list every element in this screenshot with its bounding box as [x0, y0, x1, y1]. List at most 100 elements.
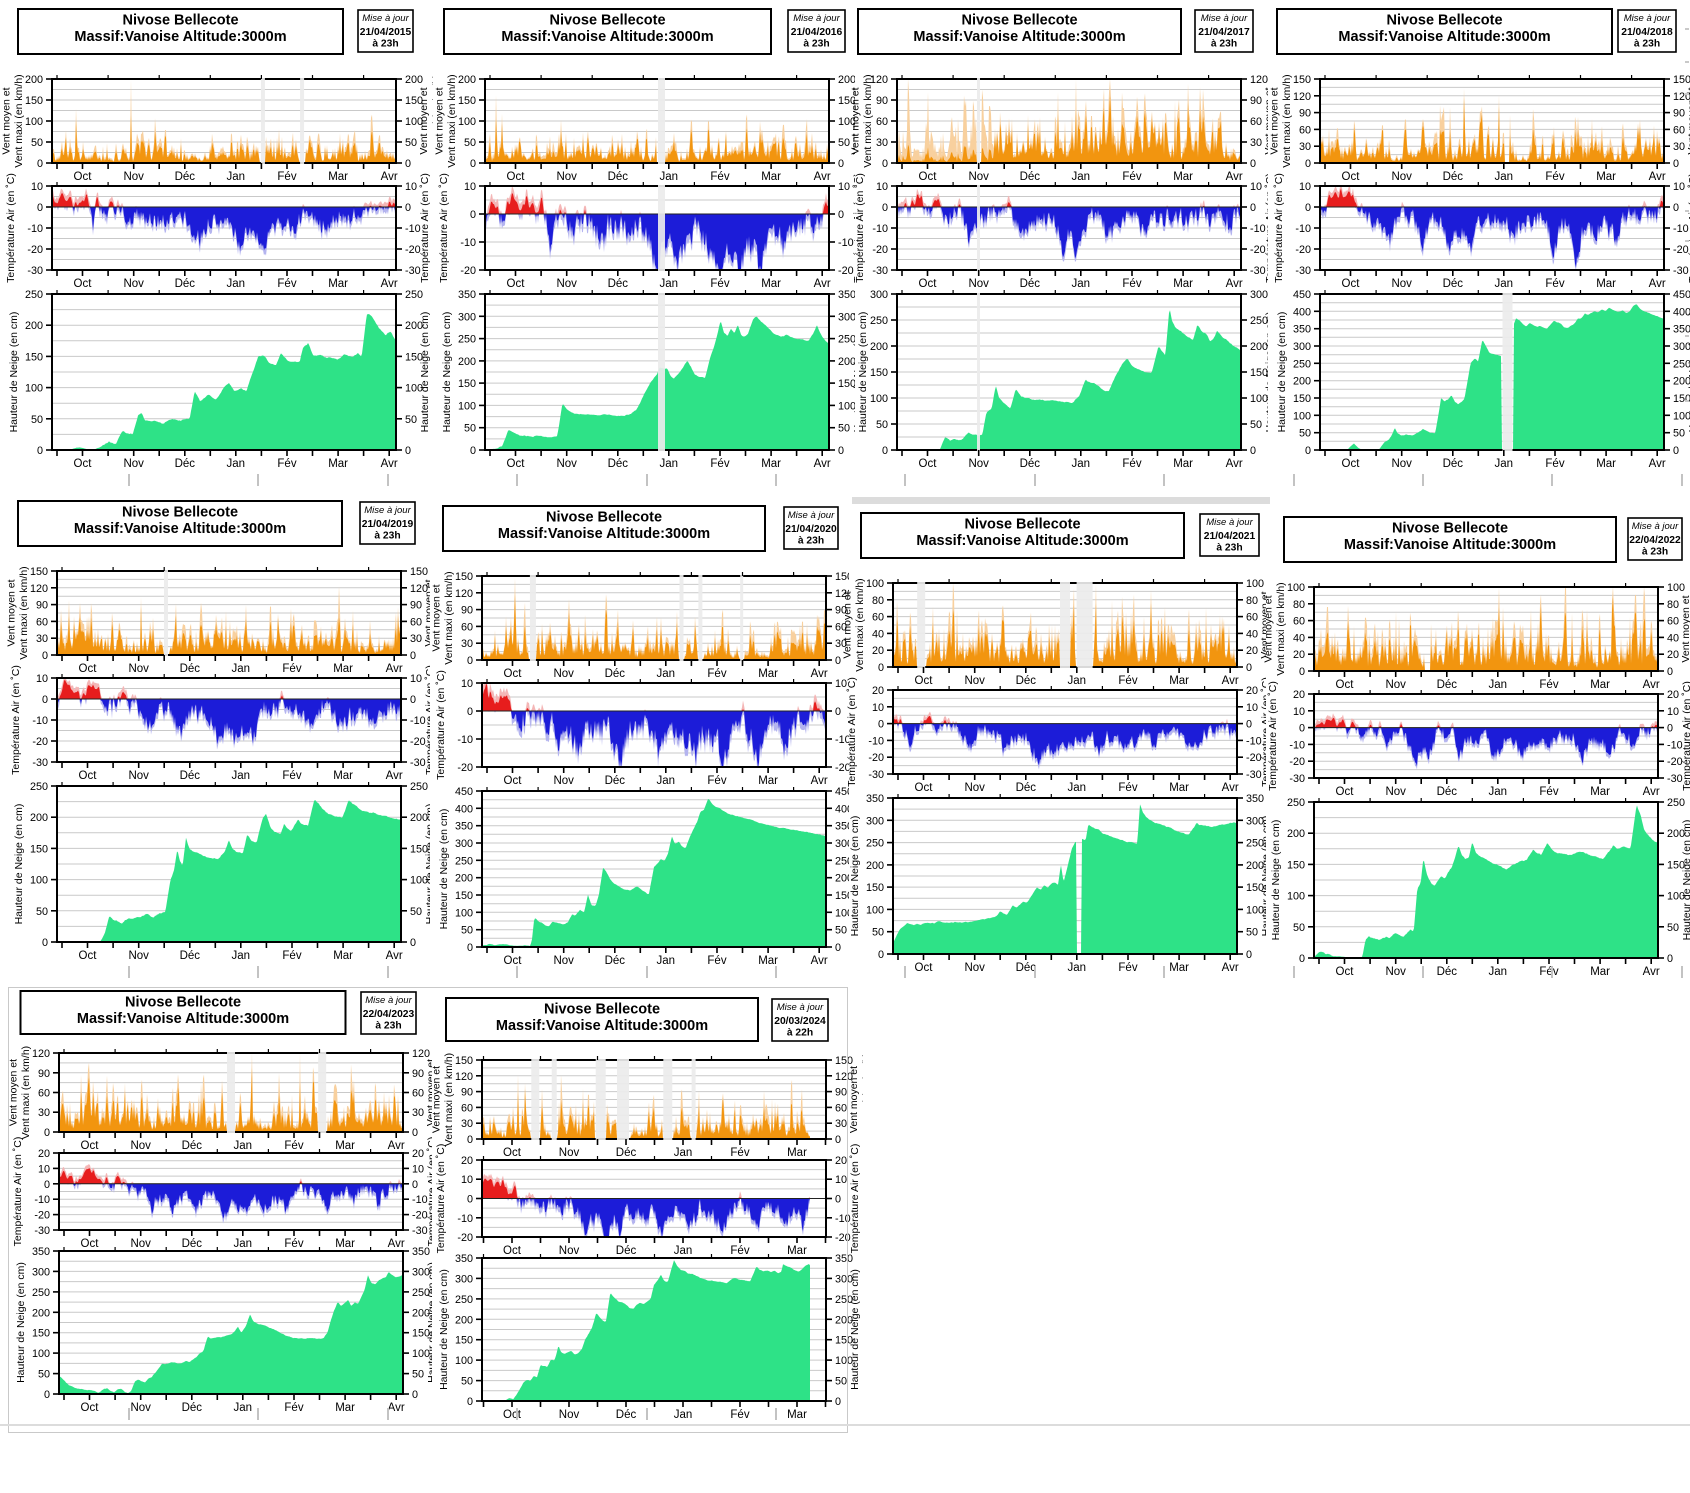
svg-text:Fév: Fév: [282, 770, 301, 782]
svg-text:100: 100: [410, 875, 428, 887]
svg-text:Massif:Vanoise Altitude:3000m: Massif:Vanoise Altitude:3000m: [498, 526, 710, 542]
svg-text:Jan: Jan: [1072, 171, 1091, 183]
svg-text:150: 150: [25, 351, 43, 363]
svg-text:Oct: Oct: [79, 770, 98, 782]
svg-text:Jan: Jan: [660, 278, 679, 290]
svg-text:Massif:Vanoise Altitude:3000m: Massif:Vanoise Altitude:3000m: [1338, 29, 1550, 45]
svg-text:-20: -20: [838, 265, 854, 277]
svg-text:0: 0: [412, 1127, 418, 1139]
svg-text:150: 150: [455, 571, 473, 583]
svg-text:0: 0: [1305, 158, 1311, 170]
svg-text:10: 10: [410, 673, 422, 685]
svg-text:Déc: Déc: [1020, 278, 1041, 290]
svg-text:Avr: Avr: [381, 278, 398, 290]
svg-text:20: 20: [412, 1148, 424, 1160]
svg-text:0: 0: [405, 202, 411, 214]
svg-text:Oct: Oct: [915, 782, 934, 794]
svg-text:Oct: Oct: [507, 458, 526, 470]
svg-text:250: 250: [455, 1294, 473, 1306]
svg-text:Jan: Jan: [1068, 782, 1087, 794]
svg-text:200: 200: [835, 1314, 853, 1326]
svg-text:Avr: Avr: [1226, 278, 1243, 290]
svg-text:à 22h: à 22h: [787, 1028, 813, 1039]
svg-text:Mar: Mar: [335, 1238, 355, 1250]
svg-text:Jan: Jan: [234, 1402, 253, 1414]
svg-text:Déc: Déc: [180, 663, 201, 675]
svg-text:Avr: Avr: [811, 668, 828, 680]
svg-text:Avr: Avr: [381, 171, 398, 183]
svg-text:Nov: Nov: [128, 950, 149, 962]
svg-text:-20: -20: [34, 1210, 50, 1222]
svg-text:0: 0: [835, 1134, 841, 1146]
svg-text:10: 10: [838, 181, 850, 193]
svg-text:300: 300: [1250, 289, 1268, 301]
svg-text:Mise à jour: Mise à jour: [1632, 521, 1679, 532]
svg-text:Fév: Fév: [1118, 782, 1137, 794]
svg-text:80: 80: [1246, 595, 1258, 607]
svg-text:150: 150: [1293, 393, 1311, 405]
svg-text:Oct: Oct: [1336, 966, 1355, 978]
svg-text:-20: -20: [27, 244, 43, 256]
svg-text:Température Air (en ˚C): Température Air (en ˚C): [438, 173, 450, 283]
svg-text:100: 100: [866, 904, 884, 916]
svg-text:0: 0: [882, 202, 888, 214]
svg-text:Mar: Mar: [1596, 171, 1616, 183]
svg-text:Nivose Bellecote: Nivose Bellecote: [125, 995, 241, 1011]
svg-text:0: 0: [1250, 202, 1256, 214]
svg-text:350: 350: [455, 821, 473, 833]
svg-text:50: 50: [38, 1369, 50, 1381]
svg-text:Vent moyen et: Vent moyen et: [8, 1059, 20, 1126]
svg-text:100: 100: [1287, 891, 1305, 903]
svg-text:Fév: Fév: [284, 1140, 303, 1152]
svg-text:Mise à jour: Mise à jour: [788, 510, 835, 521]
svg-text:120: 120: [30, 583, 48, 595]
svg-text:150: 150: [1673, 74, 1690, 86]
svg-text:100: 100: [1293, 410, 1311, 422]
svg-text:Avr: Avr: [386, 950, 403, 962]
svg-text:Nov: Nov: [559, 1245, 580, 1257]
svg-text:400: 400: [1673, 306, 1690, 318]
svg-text:30: 30: [835, 638, 847, 650]
svg-text:30: 30: [1299, 141, 1311, 153]
svg-text:90: 90: [1250, 95, 1262, 107]
svg-text:150: 150: [838, 378, 856, 390]
svg-text:Vent maxi (en km/h): Vent maxi (en km/h): [1275, 582, 1287, 675]
svg-text:Jan: Jan: [234, 1140, 253, 1152]
svg-text:100: 100: [32, 1348, 50, 1360]
svg-text:Avr: Avr: [1643, 786, 1660, 798]
svg-text:Nov: Nov: [556, 171, 577, 183]
svg-text:Fév: Fév: [1122, 278, 1141, 290]
svg-text:Nov: Nov: [964, 782, 985, 794]
svg-text:Mar: Mar: [1596, 278, 1616, 290]
svg-text:Nov: Nov: [553, 955, 574, 967]
svg-text:150: 150: [835, 1055, 853, 1067]
svg-text:450: 450: [455, 786, 473, 798]
svg-text:Hauteur de Neige (en cm): Hauteur de Neige (en cm): [1687, 312, 1690, 433]
svg-text:Déc: Déc: [1437, 786, 1458, 798]
svg-text:Avr: Avr: [381, 458, 398, 470]
svg-text:20: 20: [872, 645, 884, 657]
svg-text:Oct: Oct: [74, 171, 93, 183]
svg-text:Mar: Mar: [1173, 171, 1193, 183]
svg-text:Avr: Avr: [386, 663, 403, 675]
svg-text:Température Air (en ˚C): Température Air (en ˚C): [1687, 173, 1690, 283]
svg-text:200: 200: [405, 320, 423, 332]
svg-text:100: 100: [838, 400, 856, 412]
svg-text:Hauteur de Neige (en cm): Hauteur de Neige (en cm): [438, 809, 450, 930]
svg-text:350: 350: [32, 1246, 50, 1258]
svg-text:Nov: Nov: [1385, 966, 1406, 978]
svg-text:Oct: Oct: [79, 950, 98, 962]
svg-text:Mar: Mar: [1590, 786, 1610, 798]
svg-text:Mar: Mar: [787, 1409, 807, 1421]
svg-text:30: 30: [36, 633, 48, 645]
svg-text:Oct: Oct: [915, 675, 934, 687]
svg-text:300: 300: [458, 311, 476, 323]
svg-text:100: 100: [1667, 582, 1685, 594]
svg-text:Nov: Nov: [130, 1238, 151, 1250]
svg-text:50: 50: [1667, 922, 1679, 934]
svg-text:150: 150: [866, 882, 884, 894]
svg-text:Nivose Bellecote: Nivose Bellecote: [122, 13, 238, 29]
svg-text:Fév: Fév: [282, 663, 301, 675]
svg-text:Déc: Déc: [1016, 782, 1037, 794]
svg-text:Jan: Jan: [657, 955, 676, 967]
